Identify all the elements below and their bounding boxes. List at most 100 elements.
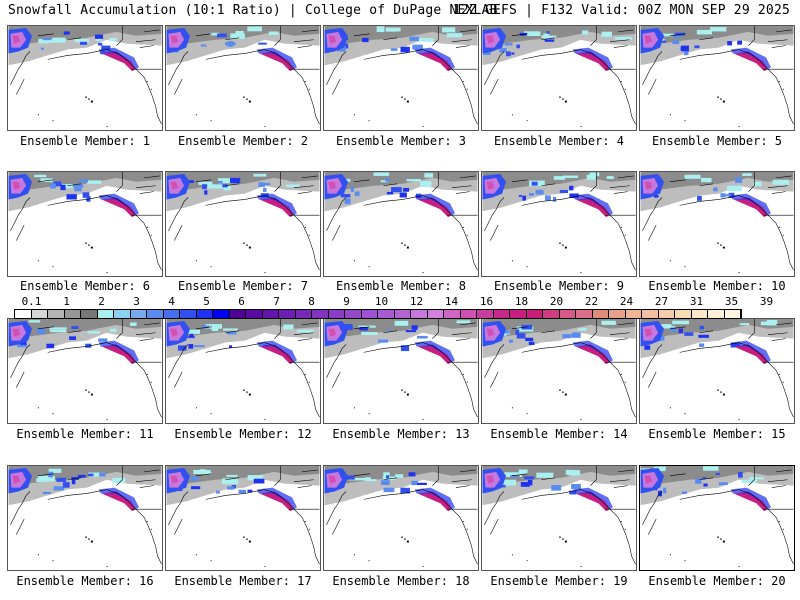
colorbar-cell xyxy=(15,310,32,318)
colorbar-cell xyxy=(180,310,197,318)
snowfall-map xyxy=(8,319,162,421)
colorbar-cell xyxy=(592,310,609,318)
colorbar-cell xyxy=(576,310,593,318)
snowfall-map xyxy=(166,319,320,421)
panel-label: Ensemble Member: 20 xyxy=(648,574,786,588)
ensemble-panel-7 xyxy=(165,171,321,277)
chart-title: Snowfall Accumulation (10:1 Ratio) | Col… xyxy=(8,3,498,18)
snowfall-map xyxy=(324,319,478,421)
panel-label: Ensemble Member: 3 xyxy=(335,134,467,148)
colorbar-cell xyxy=(64,310,81,318)
snowfall-map xyxy=(8,26,162,128)
colorbar-cell xyxy=(246,310,263,318)
panel-label: Ensemble Member: 1 xyxy=(19,134,151,148)
colorbar-cell xyxy=(213,310,230,318)
ensemble-panel-12 xyxy=(165,318,321,424)
colorbar-cell xyxy=(295,310,312,318)
colorbar-tick-label: 2 xyxy=(98,295,105,308)
colorbar-tick-label: 0.1 xyxy=(21,295,42,308)
snowfall-map xyxy=(8,172,162,274)
colorbar-cell xyxy=(724,310,741,318)
colorbar-tick-label: 4 xyxy=(168,295,175,308)
colorbar-tick-label: 35 xyxy=(724,295,739,308)
snowfall-map xyxy=(324,466,478,568)
snowfall-map xyxy=(166,466,320,568)
run-info: 12Z GEFS | F132 Valid: 00Z MON SEP 29 20… xyxy=(452,3,790,18)
colorbar-tick-label: 10 xyxy=(374,295,389,308)
colorbar-cell xyxy=(460,310,477,318)
colorbar-cell xyxy=(147,310,164,318)
ensemble-panel-15 xyxy=(639,318,795,424)
ensemble-panel-14 xyxy=(481,318,637,424)
panel-label: Ensemble Member: 9 xyxy=(493,279,625,293)
colorbar-cell xyxy=(345,310,362,318)
snowfall-map xyxy=(166,26,320,128)
panel-label: Ensemble Member: 7 xyxy=(177,279,309,293)
ensemble-panel-5 xyxy=(639,25,795,131)
ensemble-panel-2 xyxy=(165,25,321,131)
panel-label: Ensemble Member: 5 xyxy=(651,134,783,148)
ensemble-panel-19 xyxy=(481,465,637,571)
ensemble-panel-10 xyxy=(639,171,795,277)
colorbar-tick-label: 1 xyxy=(63,295,70,308)
colorbar-tick-label: 6 xyxy=(238,295,245,308)
panel-label: Ensemble Member: 8 xyxy=(335,279,467,293)
panel-label: Ensemble Member: 11 xyxy=(16,427,154,441)
snowfall-map xyxy=(8,466,162,568)
colorbar-cell xyxy=(262,310,279,318)
colorbar-cell xyxy=(444,310,461,318)
panel-label: Ensemble Member: 19 xyxy=(490,574,628,588)
colorbar-tick-label: 5 xyxy=(203,295,210,308)
colorbar-cell xyxy=(477,310,494,318)
snowfall-map xyxy=(482,172,636,274)
colorbar-cell xyxy=(378,310,395,318)
colorbar-tick-label: 22 xyxy=(584,295,599,308)
colorbar-cell xyxy=(114,310,131,318)
ensemble-panel-18 xyxy=(323,465,479,571)
snowfall-map xyxy=(166,172,320,274)
snowfall-map xyxy=(640,319,794,421)
ensemble-panel-8 xyxy=(323,171,479,277)
colorbar-tick-label: 7 xyxy=(273,295,280,308)
colorbar-cell xyxy=(48,310,65,318)
colorbar-cell xyxy=(691,310,708,318)
colorbar-cell xyxy=(675,310,692,318)
colorbar-cell xyxy=(658,310,675,318)
colorbar-tick-label: 14 xyxy=(444,295,459,308)
colorbar-cell xyxy=(708,310,725,318)
snowfall-map xyxy=(640,466,794,568)
ensemble-panel-20 xyxy=(639,465,795,571)
panel-label: Ensemble Member: 18 xyxy=(332,574,470,588)
snowfall-map xyxy=(324,26,478,128)
colorbar-cell xyxy=(625,310,642,318)
ensemble-panel-9 xyxy=(481,171,637,277)
colorbar-cell xyxy=(229,310,246,318)
ensemble-panel-11 xyxy=(7,318,163,424)
snowfall-map xyxy=(324,172,478,274)
colorbar-tick-label: 9 xyxy=(343,295,350,308)
colorbar-cell xyxy=(543,310,560,318)
panel-label: Ensemble Member: 6 xyxy=(19,279,151,293)
colorbar-cell xyxy=(130,310,147,318)
colorbar-tick-label: 8 xyxy=(308,295,315,308)
colorbar-cell xyxy=(411,310,428,318)
colorbar-tick-label: 39 xyxy=(759,295,774,308)
panel-label: Ensemble Member: 4 xyxy=(493,134,625,148)
colorbar-cell xyxy=(642,310,659,318)
colorbar-tick-label: 20 xyxy=(549,295,564,308)
colorbar-tick-label: 24 xyxy=(619,295,634,308)
ensemble-panel-13 xyxy=(323,318,479,424)
panel-label: Ensemble Member: 16 xyxy=(16,574,154,588)
colorbar-tick-label: 12 xyxy=(409,295,424,308)
colorbar xyxy=(14,309,742,319)
colorbar-tick-label: 18 xyxy=(514,295,529,308)
colorbar-cell xyxy=(394,310,411,318)
panel-label: Ensemble Member: 13 xyxy=(332,427,470,441)
colorbar-cell xyxy=(31,310,48,318)
colorbar-cell xyxy=(81,310,98,318)
colorbar-tick-label: 31 xyxy=(689,295,704,308)
snowfall-map xyxy=(640,26,794,128)
colorbar-cell xyxy=(427,310,444,318)
ensemble-panel-4 xyxy=(481,25,637,131)
colorbar-cell xyxy=(279,310,296,318)
